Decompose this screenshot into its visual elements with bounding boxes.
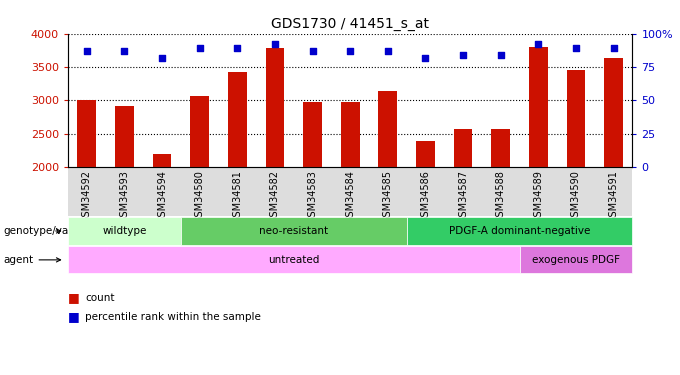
Text: ■: ■ (68, 291, 80, 304)
Bar (491, 129, 510, 167)
Point (608, 45, 619, 51)
Point (533, 41, 544, 47)
Bar (265, 48, 284, 167)
Text: PDGF-A dominant-negative: PDGF-A dominant-negative (449, 226, 590, 236)
Bar (605, 58, 623, 167)
Point (420, 55, 431, 61)
Bar (78, 100, 97, 167)
Bar (454, 129, 473, 167)
Text: neo-resistant: neo-resistant (259, 226, 328, 236)
Point (269, 41, 280, 47)
Text: exogenous PDGF: exogenous PDGF (532, 255, 620, 265)
Text: ■: ■ (68, 310, 80, 323)
Text: wildtype: wildtype (102, 226, 147, 236)
Point (156, 55, 167, 61)
Point (232, 45, 243, 51)
Bar (416, 141, 435, 167)
Point (119, 48, 130, 54)
Point (345, 48, 356, 54)
Text: agent: agent (3, 255, 61, 265)
Bar (190, 96, 209, 167)
Point (194, 45, 205, 51)
Bar (115, 106, 134, 167)
Bar (341, 102, 360, 167)
Point (307, 48, 318, 54)
Point (571, 45, 581, 51)
Bar (566, 70, 585, 167)
Bar (529, 47, 548, 167)
Bar (228, 72, 247, 167)
Title: GDS1730 / 41451_s_at: GDS1730 / 41451_s_at (271, 17, 429, 32)
Text: percentile rank within the sample: percentile rank within the sample (85, 312, 261, 321)
Point (458, 52, 469, 58)
Bar (303, 102, 322, 167)
Text: untreated: untreated (268, 255, 320, 265)
Text: genotype/variation: genotype/variation (3, 226, 103, 236)
Point (382, 48, 393, 54)
Point (82, 48, 92, 54)
Point (495, 52, 506, 58)
Bar (152, 154, 171, 167)
Bar (378, 91, 397, 167)
Text: count: count (85, 293, 114, 303)
